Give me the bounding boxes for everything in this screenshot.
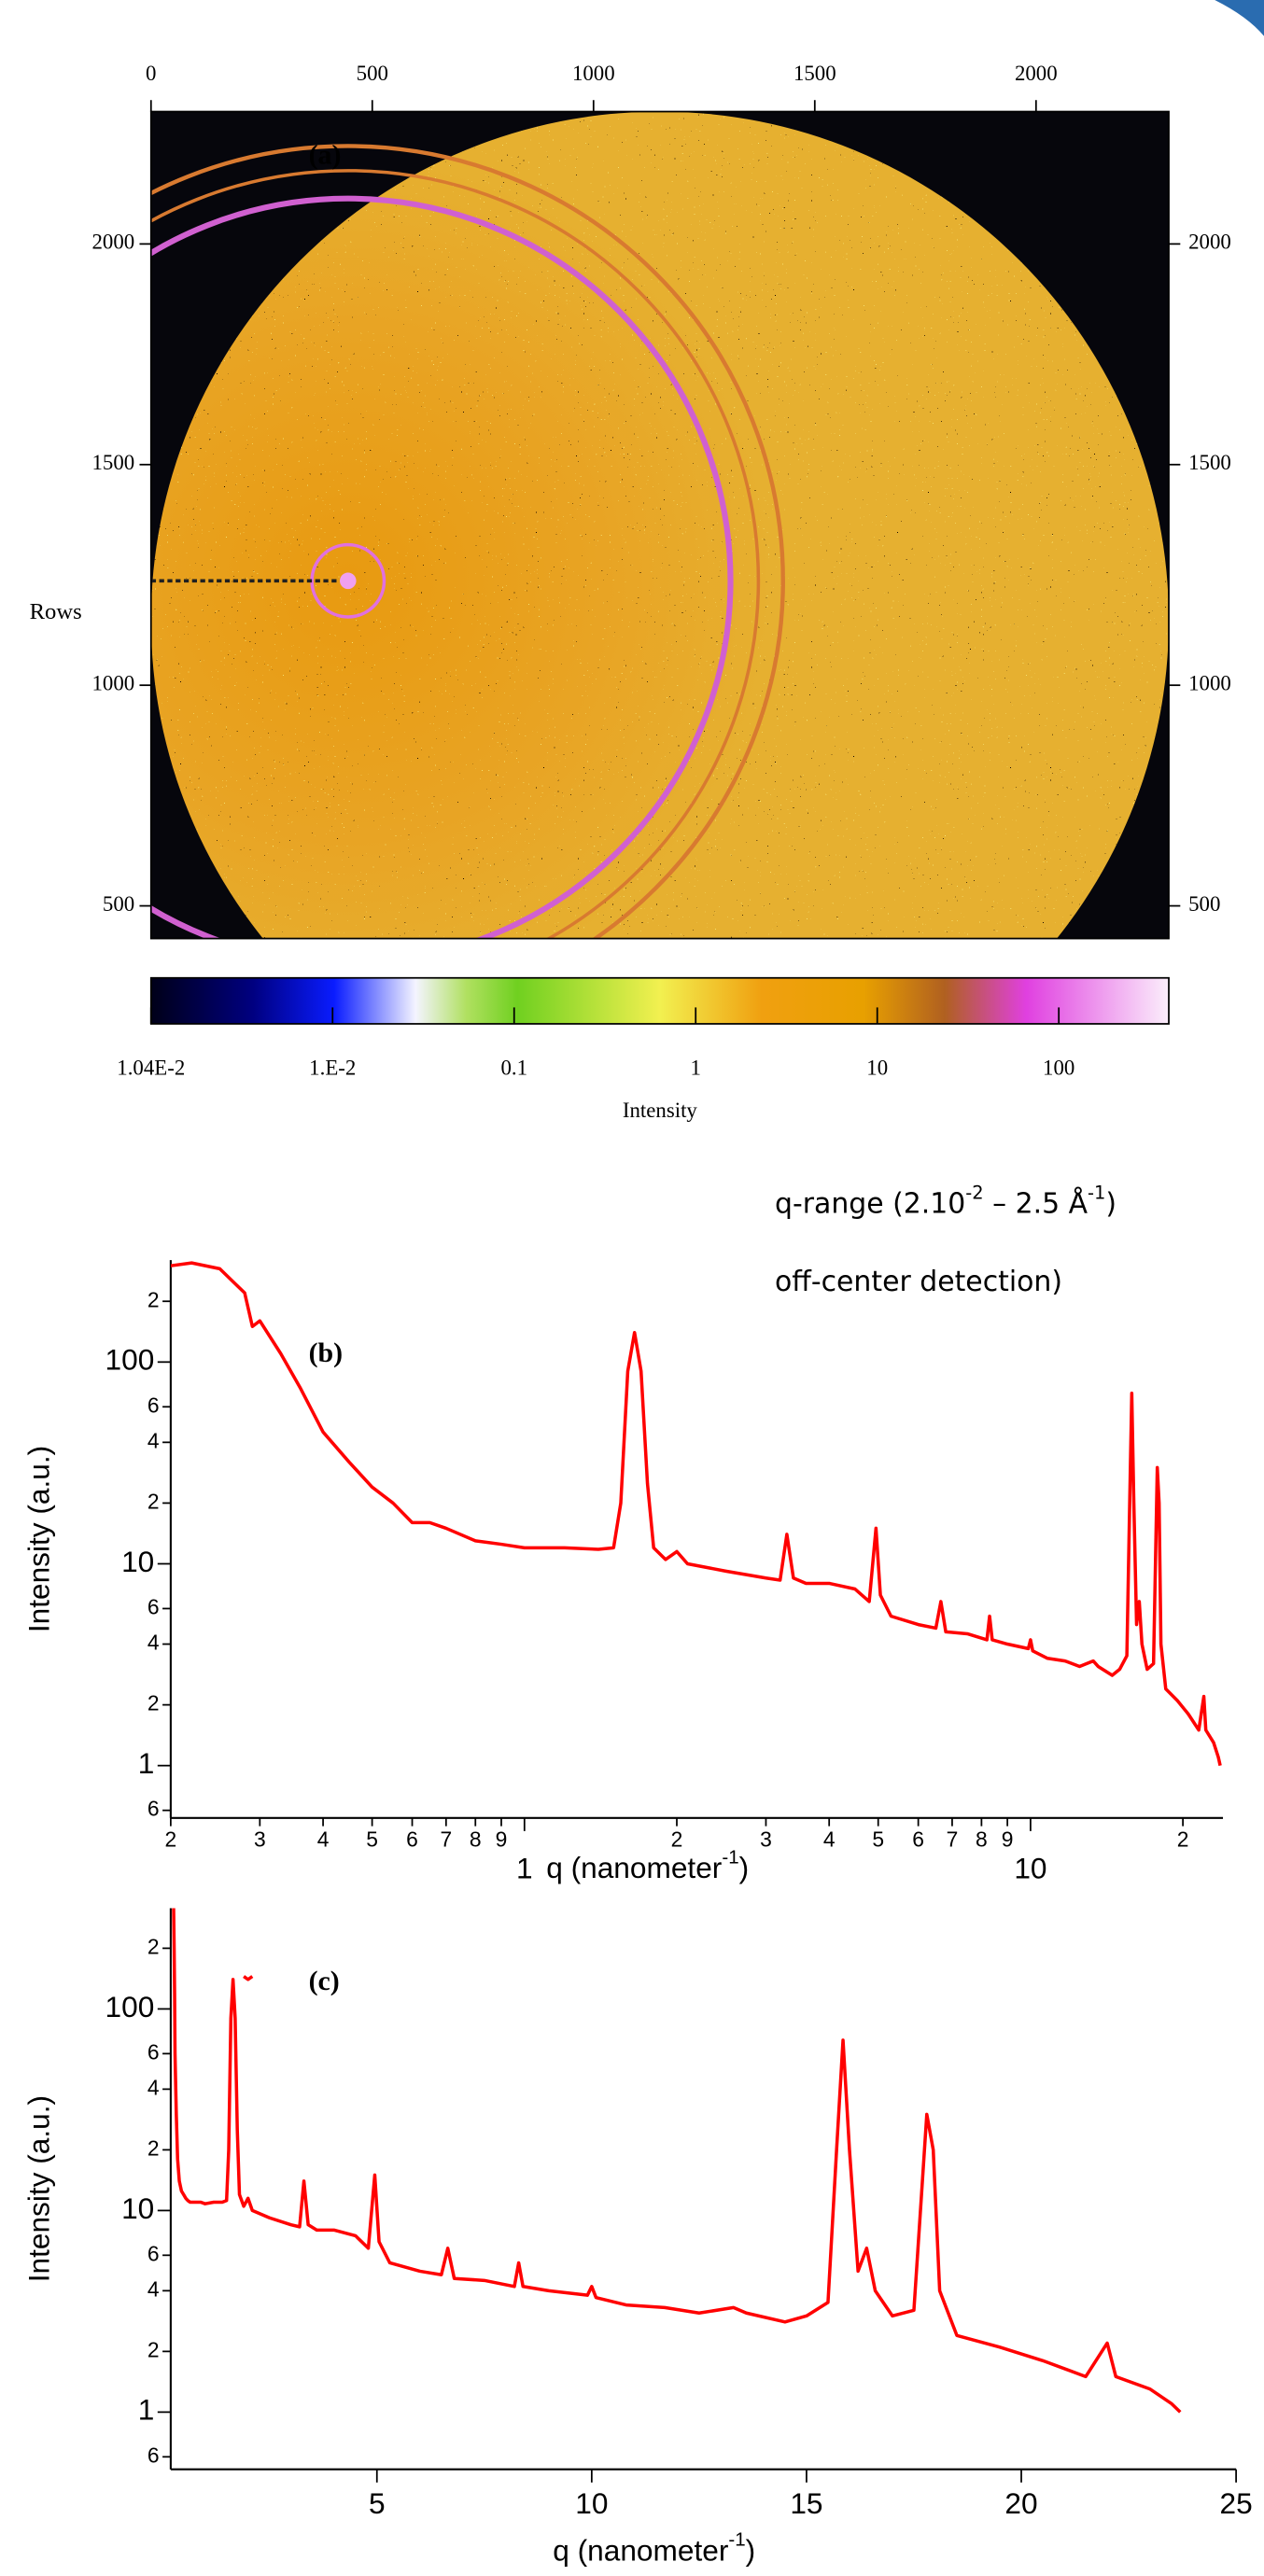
artifact-points bbox=[243, 1975, 254, 1981]
y-tick-label: 500 bbox=[103, 892, 134, 916]
x-tick-label: 6 bbox=[406, 1827, 418, 1851]
x-tick-label: 1500 bbox=[794, 62, 836, 85]
plot-area bbox=[170, 1261, 1222, 1767]
y-axis-label: Intensity (a.u.) bbox=[21, 2095, 55, 2282]
x-tick-label: 8 bbox=[470, 1827, 482, 1851]
x-tick-label: 10 bbox=[575, 2486, 608, 2520]
colorbar-tick-label: 0.1 bbox=[500, 1056, 527, 1079]
y-tick-label-right: 500 bbox=[1188, 892, 1220, 916]
x-axis-label: q (nanometer-1) bbox=[546, 1847, 749, 1885]
annotation-part: q-range (2.10 bbox=[775, 1187, 965, 1220]
intensity-curve bbox=[172, 1908, 1182, 2414]
x-tick-label: 3 bbox=[254, 1827, 266, 1851]
y-tick-label: 6 bbox=[147, 2039, 160, 2064]
y-tick-label: 2 bbox=[147, 1489, 160, 1513]
y-tick-label: 100 bbox=[105, 1990, 155, 2023]
y-tick-label: 2 bbox=[147, 1287, 160, 1311]
y-tick-label: 2 bbox=[147, 2135, 160, 2160]
x-axis-label: q (nanometer-1) bbox=[553, 2529, 755, 2568]
y-tick-label-right: 2000 bbox=[1188, 231, 1231, 254]
panel-label: (b) bbox=[309, 1337, 344, 1368]
x-axis-label-part: ) bbox=[739, 1851, 750, 1884]
x-tick-label: 25 bbox=[1220, 2486, 1253, 2520]
y-tick-label: 2 bbox=[147, 1691, 160, 1715]
y-tick-label: 4 bbox=[147, 2075, 160, 2099]
x-tick-label: 5 bbox=[369, 2486, 386, 2520]
plot-area bbox=[172, 1908, 1182, 2414]
y-tick-label: 6 bbox=[147, 1797, 160, 1821]
x-tick-label: 2 bbox=[1177, 1827, 1189, 1851]
y-axis-label: Intensity (a.u.) bbox=[21, 1446, 55, 1632]
x-axis-label-part: -1 bbox=[722, 1847, 738, 1869]
x-tick-label: 10 bbox=[1014, 1851, 1046, 1884]
x-tick-label: 2 bbox=[671, 1827, 683, 1851]
x-axis-label-part: ) bbox=[746, 2534, 756, 2568]
colorbar bbox=[149, 976, 1170, 1025]
intensity-curve bbox=[170, 1261, 1222, 1767]
y-tick-label: 10 bbox=[121, 2191, 154, 2225]
colorbar-tick-label: 1.E-2 bbox=[309, 1056, 356, 1079]
y-tick-label: 1 bbox=[138, 2393, 155, 2427]
x-tick-label: 15 bbox=[790, 2486, 822, 2520]
x-tick-label: 2000 bbox=[1015, 62, 1058, 85]
x-tick-label: 4 bbox=[823, 1827, 836, 1851]
x-axis-label-part: q (nanometer bbox=[546, 1851, 722, 1884]
x-tick-label: 6 bbox=[912, 1827, 924, 1851]
annotation-part: -1 bbox=[1088, 1182, 1105, 1203]
x-tick-label: 0 bbox=[146, 62, 156, 85]
y-tick-label: 1000 bbox=[91, 671, 134, 694]
x-tick-label: 9 bbox=[496, 1827, 508, 1851]
y-tick-label: 100 bbox=[105, 1343, 155, 1377]
detector-image bbox=[150, 111, 1170, 939]
annotation: q-range (2.10-2 – 2.5 Å-1) bbox=[775, 1182, 1117, 1220]
y-tick-label: 1500 bbox=[91, 451, 134, 474]
y-tick-label: 6 bbox=[147, 1595, 160, 1619]
annotation-part: ) bbox=[1105, 1187, 1117, 1220]
x-tick-label: 2 bbox=[165, 1827, 177, 1851]
x-tick-label: 5 bbox=[872, 1827, 884, 1851]
corner-decoration bbox=[1215, 0, 1264, 36]
panel-label: (a) bbox=[309, 140, 342, 171]
colorbar-tick-label: 1 bbox=[691, 1056, 701, 1079]
colorbar-tick-label: 10 bbox=[866, 1056, 888, 1079]
x-tick-label: 1000 bbox=[572, 62, 615, 85]
y-tick-label: 4 bbox=[147, 1428, 160, 1452]
x-tick-label: 8 bbox=[976, 1827, 988, 1851]
panel-label: (c) bbox=[309, 1966, 340, 1996]
y-tick-label-right: 1500 bbox=[1188, 451, 1231, 474]
x-tick-label: 20 bbox=[1004, 2486, 1037, 2520]
y-axis-label: Rows bbox=[30, 599, 82, 624]
y-tick-label: 2000 bbox=[91, 231, 134, 254]
x-tick-label: 4 bbox=[317, 1827, 330, 1851]
y-tick-label: 2 bbox=[147, 1934, 160, 1958]
annotation-part: -2 bbox=[965, 1182, 983, 1203]
x-tick-label: 5 bbox=[366, 1827, 378, 1851]
y-tick-label: 2 bbox=[147, 2337, 160, 2361]
y-tick-label: 4 bbox=[147, 1631, 160, 1655]
annotation: off-center detection) bbox=[775, 1266, 1062, 1298]
y-tick-label: 6 bbox=[147, 1393, 160, 1417]
x-tick-label: 7 bbox=[947, 1827, 959, 1851]
x-tick-label: 1 bbox=[516, 1851, 533, 1884]
y-tick-label: 10 bbox=[121, 1545, 154, 1578]
y-tick-label: 6 bbox=[147, 2443, 160, 2467]
x-tick-label: 3 bbox=[760, 1827, 772, 1851]
colorbar-tick-label: 100 bbox=[1043, 1056, 1074, 1079]
x-tick-label: 9 bbox=[1002, 1827, 1014, 1851]
annotation-part: – 2.5 Å bbox=[984, 1186, 1088, 1220]
y-tick-label-right: 1000 bbox=[1188, 671, 1231, 694]
x-axis-label-part: q (nanometer bbox=[553, 2534, 728, 2568]
y-tick-label: 6 bbox=[147, 2241, 160, 2265]
x-tick-label: 500 bbox=[357, 62, 388, 85]
colorbar-label: Intensity bbox=[623, 1099, 698, 1122]
x-axis-label-part: -1 bbox=[728, 2529, 745, 2551]
image-frame bbox=[149, 110, 1170, 940]
x-tick-label: 7 bbox=[440, 1827, 452, 1851]
y-tick-label: 4 bbox=[147, 2276, 160, 2301]
colorbar-tick-label: 1.04E-2 bbox=[117, 1056, 185, 1079]
y-tick-label: 1 bbox=[138, 1746, 155, 1780]
